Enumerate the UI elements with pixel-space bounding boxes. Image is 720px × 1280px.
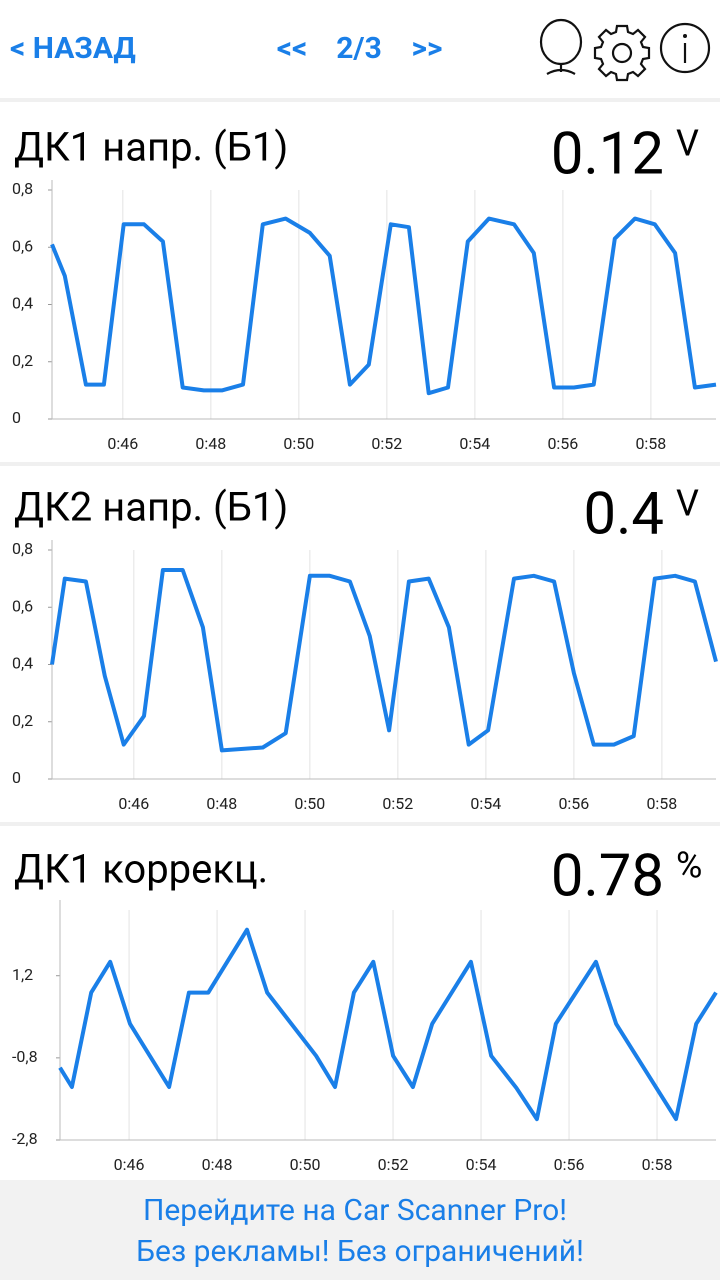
value-unit: V (676, 483, 699, 525)
y-tick-label: 1,2 (12, 965, 33, 984)
data-line (50, 568, 718, 753)
y-tick-label: 0,2 (12, 711, 33, 730)
value-unit: V (676, 123, 699, 165)
x-tick-label: 0:52 (378, 1155, 409, 1174)
x-tick-label: 0:50 (294, 794, 325, 813)
x-tick-label: 0:58 (635, 434, 666, 453)
y-tick-label: 0,8 (12, 179, 33, 198)
x-tick-label: 0:58 (646, 794, 677, 813)
x-tick-label: 0:46 (114, 1155, 145, 1174)
y-tick-label: 0,2 (12, 351, 33, 370)
x-tick-label: 0:54 (459, 434, 490, 453)
promo-line[interactable]: Перейдите на Car Scanner Pro! (143, 1193, 567, 1228)
y-tick-label: 0,6 (12, 596, 33, 615)
promo-banner[interactable] (0, 1180, 720, 1280)
y-tick-label: -2,8 (12, 1129, 38, 1148)
x-tick-label: 0:50 (283, 434, 314, 453)
current-value: 0.12 (551, 120, 664, 188)
y-tick-label: 0,4 (12, 654, 33, 673)
x-tick-label: 0:56 (554, 1155, 585, 1174)
header-bar (0, 0, 720, 98)
x-tick-label: 0:48 (195, 434, 226, 453)
data-line (58, 927, 718, 1122)
x-tick-label: 0:50 (290, 1155, 321, 1174)
y-tick-label: 0 (12, 768, 21, 787)
page-indicator: 2/3 (336, 31, 382, 66)
current-value: 0.78 (551, 842, 664, 910)
x-tick-label: 0:54 (470, 794, 501, 813)
x-tick-label: 0:58 (642, 1155, 673, 1174)
settings-icon[interactable] (593, 24, 651, 82)
promo-line[interactable]: Без рекламы! Без ограничений! (136, 1234, 584, 1269)
section-divider (0, 462, 720, 466)
chart-title: ДК2 напр. (Б1) (14, 484, 288, 531)
y-tick-label: 0,8 (12, 539, 33, 558)
x-tick-label: 0:52 (382, 794, 413, 813)
y-tick-label: -0,8 (12, 1047, 38, 1066)
back-button[interactable]: < НАЗАД (10, 31, 136, 66)
y-tick-label: 0,4 (12, 294, 33, 313)
data-line (50, 216, 717, 396)
x-tick-label: 0:46 (118, 794, 149, 813)
chart-title: ДК1 коррекц. (14, 846, 268, 893)
current-value: 0.4 (584, 480, 665, 548)
x-tick-label: 0:48 (202, 1155, 233, 1174)
y-tick-label: 0,6 (12, 236, 33, 255)
x-tick-label: 0:56 (558, 794, 589, 813)
x-tick-label: 0:52 (371, 434, 402, 453)
info-icon[interactable] (659, 22, 711, 74)
prev-page[interactable]: << (277, 31, 308, 66)
value-unit: % (676, 845, 702, 887)
next-page[interactable]: >> (412, 31, 443, 66)
x-tick-label: 0:46 (107, 434, 138, 453)
chart-title: ДК1 напр. (Б1) (14, 124, 288, 171)
y-tick-label: 0 (12, 408, 21, 427)
x-tick-label: 0:54 (466, 1155, 497, 1174)
mirror-icon[interactable] (539, 18, 583, 75)
section-divider (0, 822, 720, 826)
header-shadow (0, 98, 720, 102)
x-tick-label: 0:48 (206, 794, 237, 813)
x-tick-label: 0:56 (547, 434, 578, 453)
